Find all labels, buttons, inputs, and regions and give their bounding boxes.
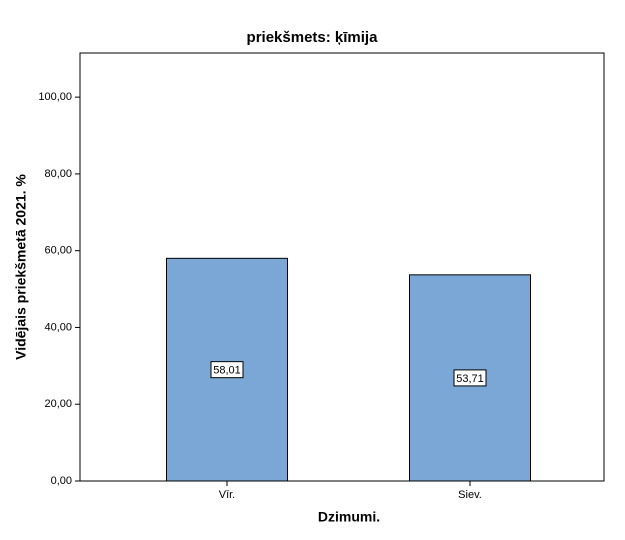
y-tick-label: 20,00 bbox=[44, 398, 72, 410]
x-axis-label: Dzimumi. bbox=[318, 509, 380, 525]
chart-title: priekšmets: ķīmija bbox=[247, 29, 379, 46]
y-tick-label: 0,00 bbox=[51, 475, 72, 487]
y-tick-label: 80,00 bbox=[44, 168, 72, 180]
value-label-box bbox=[210, 361, 244, 379]
y-tick-label: 60,00 bbox=[44, 245, 72, 257]
value-label: 58,01 bbox=[213, 365, 241, 377]
x-tick-label: Siev. bbox=[458, 489, 482, 501]
y-tick-label: 40,00 bbox=[44, 321, 72, 333]
y-axis-label: Vidējais priekšmetā 2021. % bbox=[13, 174, 29, 360]
value-label-box bbox=[453, 369, 487, 387]
y-tick-label: 100,00 bbox=[38, 91, 72, 103]
value-label: 53,71 bbox=[456, 373, 484, 385]
x-tick-label: Vīr. bbox=[219, 489, 236, 501]
